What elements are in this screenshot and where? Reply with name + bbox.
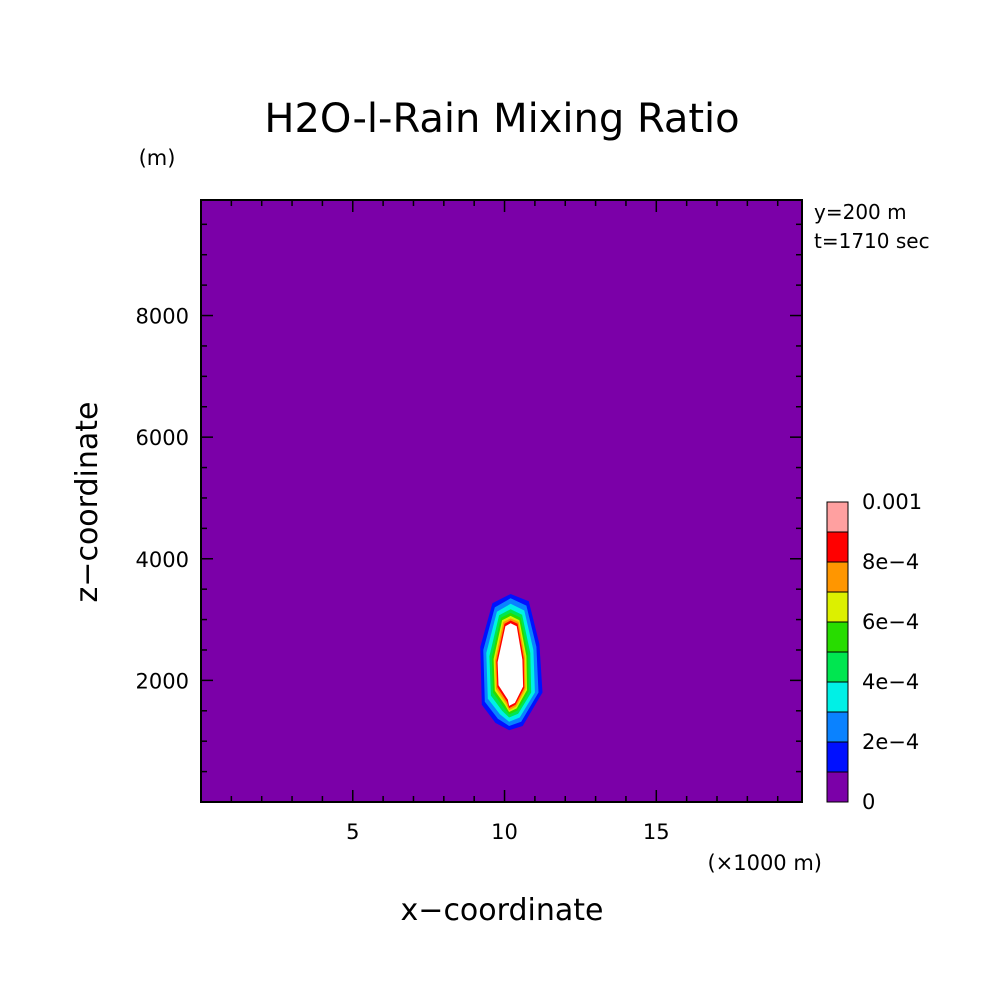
colorbar-swatch	[826, 501, 849, 533]
colorbar-label: 2e−4	[862, 730, 919, 754]
colorbar-swatch	[826, 711, 849, 743]
y-tick-label: 6000	[136, 426, 189, 450]
colorbar-label: 0	[862, 790, 875, 814]
colorbar-swatch	[826, 561, 849, 593]
y-tick-labels: 2000 4000 6000 8000	[136, 305, 189, 694]
colorbar-swatch	[826, 651, 849, 683]
info-line-2: t=1710 sec	[814, 229, 930, 253]
chart-title: H2O-l-Rain Mixing Ratio	[264, 96, 739, 142]
axis-ticks	[201, 200, 802, 802]
plot-frame	[200, 199, 803, 803]
x-axis-label: x−coordinate	[401, 893, 604, 928]
colorbar-swatch	[826, 741, 849, 773]
colorbar-label: 0.001	[862, 490, 922, 514]
colorbar-swatch	[826, 591, 849, 623]
colorbar: 0 2e−4 4e−4 6e−4 8e−4 0.001	[826, 490, 922, 814]
y-unit-label: (m)	[139, 146, 176, 170]
y-tick-label: 2000	[136, 669, 189, 693]
contour-band-8	[497, 623, 524, 706]
colorbar-swatch	[826, 531, 849, 563]
y-tick-label: 4000	[136, 548, 189, 572]
colorbar-label: 4e−4	[862, 670, 919, 694]
x-tick-label: 10	[491, 820, 518, 844]
colorbar-swatch	[826, 621, 849, 653]
x-tick-labels: 5 10 15	[346, 820, 670, 844]
colorbar-swatch	[826, 681, 849, 713]
colorbar-label: 6e−4	[862, 610, 919, 634]
x-tick-label: 5	[346, 820, 359, 844]
x-tick-label: 15	[643, 820, 670, 844]
colorbar-swatch	[826, 771, 849, 803]
y-tick-label: 8000	[136, 305, 189, 329]
info-line-1: y=200 m	[814, 200, 907, 224]
y-axis-label: z−coordinate	[70, 402, 105, 603]
plot-area	[200, 199, 803, 803]
x-unit-label: (×1000 m)	[707, 851, 822, 875]
colorbar-label: 8e−4	[862, 550, 919, 574]
